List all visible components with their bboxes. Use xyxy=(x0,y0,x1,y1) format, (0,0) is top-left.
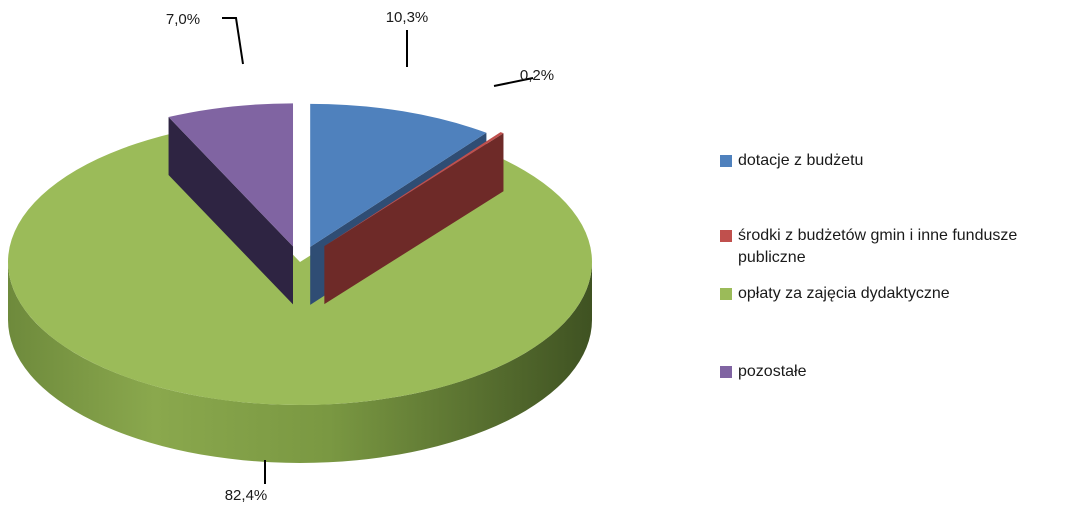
legend-swatch-oplaty xyxy=(720,288,732,300)
pie-top-srodki xyxy=(324,132,504,247)
legend-label-srodki: środki z budżetów gmin i inne fundusze p… xyxy=(738,227,1018,266)
pie-side-pozostale xyxy=(168,117,294,305)
pie-side-srodki xyxy=(324,133,504,305)
legend-label-pozostale: pozostałe xyxy=(738,363,807,380)
data-label-srodki: 0,2% xyxy=(520,67,554,84)
legend-label-dotacje: dotacje z budżetu xyxy=(738,152,864,169)
pie-wall-oplaty xyxy=(8,262,592,463)
legend-label-oplaty: opłaty za zajęcia dydaktyczne xyxy=(738,285,950,302)
legend-item-srodki: środki z budżetów gmin i inne fundusze p… xyxy=(720,225,1080,269)
data-label-oplaty: 82,4% xyxy=(225,487,268,504)
data-label-pozostale: 7,0% xyxy=(166,11,200,28)
pie-slice-pozostale xyxy=(168,103,294,305)
legend: dotacje z budżetu środki z budżetów gmin… xyxy=(720,150,1080,380)
legend-item-dotacje: dotacje z budżetu xyxy=(720,150,1080,172)
legend-swatch-dotacje xyxy=(720,155,732,167)
pie-top-dotacje xyxy=(310,103,487,247)
leader-line-pozostale xyxy=(222,17,244,65)
data-label-dotacje: 10,3% xyxy=(386,9,429,26)
pie-top-pozostale xyxy=(168,103,294,247)
legend-item-pozostale: pozostałe xyxy=(720,361,1080,383)
leader-line-srodki xyxy=(493,77,534,87)
pie-slice-oplaty xyxy=(7,132,593,463)
legend-swatch-srodki xyxy=(720,230,732,242)
pie-slice-srodki xyxy=(324,132,504,305)
legend-swatch-pozostale xyxy=(720,366,732,378)
legend-item-oplaty: opłaty za zajęcia dydaktyczne xyxy=(720,283,1080,305)
